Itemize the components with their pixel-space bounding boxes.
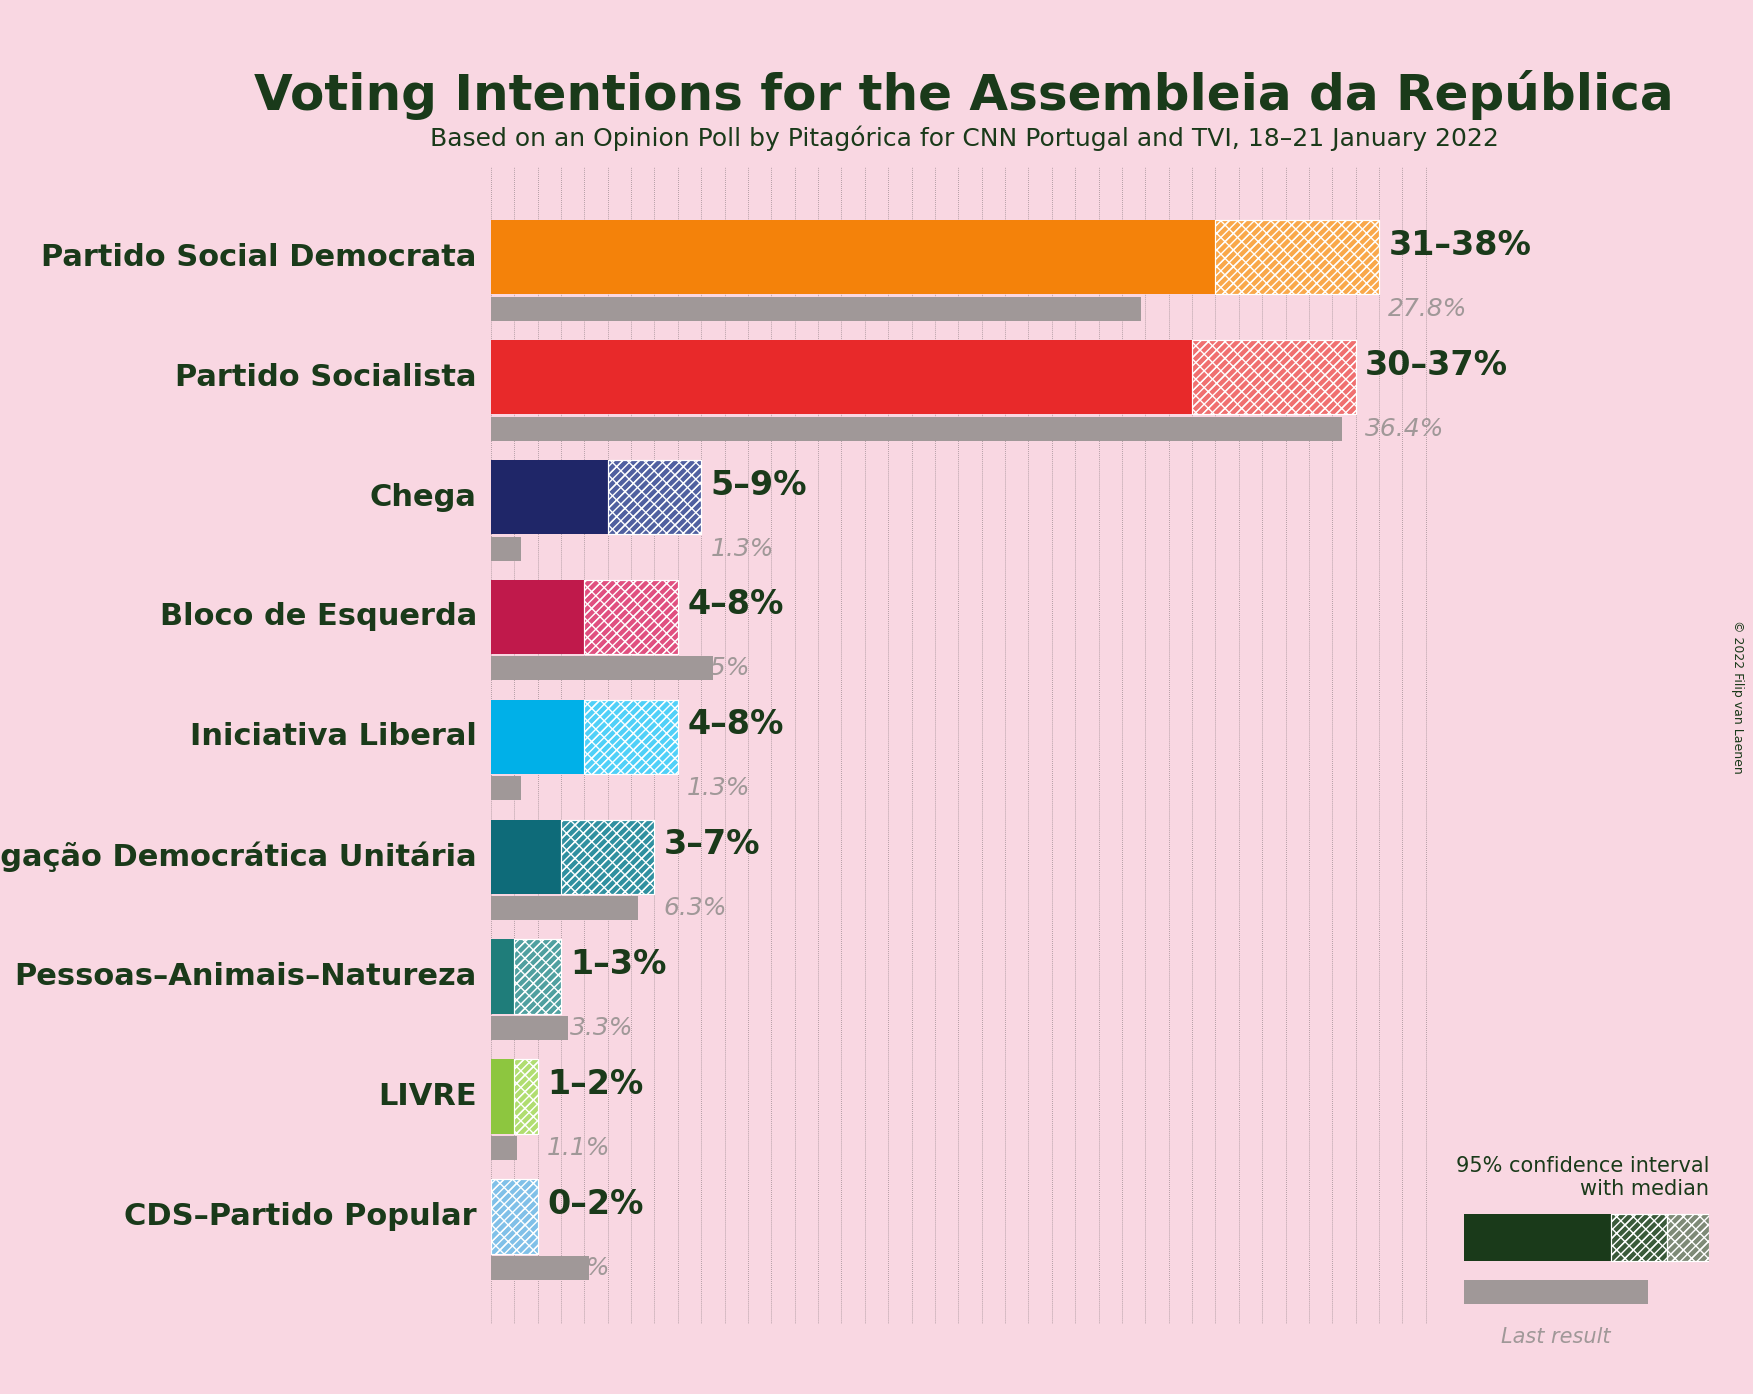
Bar [584, 700, 678, 774]
Bar [584, 700, 678, 774]
Text: 27.8%: 27.8% [1388, 297, 1467, 321]
Text: Coligação Democrática Unitária: Coligação Democrática Unitária [0, 842, 477, 871]
Text: Iniciativa Liberal: Iniciativa Liberal [189, 722, 477, 751]
Bar [491, 776, 521, 800]
Text: 1.3%: 1.3% [687, 776, 750, 800]
Text: 1–3%: 1–3% [570, 948, 666, 981]
Text: 6.3%: 6.3% [664, 896, 727, 920]
Bar [1192, 340, 1355, 414]
Bar [1611, 1214, 1667, 1260]
Text: LIVRE: LIVRE [379, 1082, 477, 1111]
Bar [514, 940, 561, 1013]
Bar [561, 820, 654, 894]
Bar [584, 700, 678, 774]
Text: 3.3%: 3.3% [570, 1016, 635, 1040]
Text: 3–7%: 3–7% [664, 828, 761, 861]
Text: CDS–Partido Popular: CDS–Partido Popular [124, 1202, 477, 1231]
Bar [491, 1016, 568, 1040]
Bar [1667, 1214, 1709, 1260]
Text: 31–38%: 31–38% [1388, 229, 1532, 262]
Text: Voting Intentions for the Assembleia da República: Voting Intentions for the Assembleia da … [254, 70, 1674, 120]
Bar [584, 580, 678, 654]
Bar [1192, 340, 1355, 414]
Text: 4–8%: 4–8% [687, 708, 784, 742]
Text: Partido Socialista: Partido Socialista [175, 362, 477, 392]
Bar [561, 820, 654, 894]
Bar [1215, 220, 1380, 294]
Text: 9.5%: 9.5% [687, 657, 750, 680]
Bar [491, 657, 713, 680]
Bar [491, 417, 1341, 441]
Bar [1215, 220, 1380, 294]
Bar [491, 1136, 517, 1160]
Bar [491, 220, 1215, 294]
Bar [514, 940, 561, 1013]
Bar [491, 700, 584, 774]
Bar [584, 580, 678, 654]
Bar [1611, 1214, 1667, 1260]
Bar [608, 460, 701, 534]
Bar [491, 896, 638, 920]
Bar [514, 1059, 538, 1133]
Bar [584, 580, 678, 654]
Bar [1464, 1214, 1611, 1260]
Text: 0–2%: 0–2% [547, 1188, 643, 1221]
Text: Chega: Chega [370, 482, 477, 512]
Text: 4.2%: 4.2% [547, 1256, 610, 1280]
Text: 4–8%: 4–8% [687, 588, 784, 622]
Bar [514, 1059, 538, 1133]
Bar [1611, 1214, 1667, 1260]
Bar [491, 820, 561, 894]
Bar [491, 537, 521, 560]
Bar [491, 940, 514, 1013]
Bar [1667, 1214, 1709, 1260]
Bar [1192, 340, 1355, 414]
Bar [514, 940, 561, 1013]
Text: 5–9%: 5–9% [710, 468, 806, 502]
Text: 1.3%: 1.3% [710, 537, 775, 560]
Bar [491, 340, 1192, 414]
Text: 1.1%: 1.1% [547, 1136, 610, 1160]
Text: Partido Social Democrata: Partido Social Democrata [42, 243, 477, 272]
Bar [491, 1179, 538, 1253]
Text: Bloco de Esquerda: Bloco de Esquerda [160, 602, 477, 631]
Bar [491, 460, 608, 534]
Bar [608, 460, 701, 534]
Bar [491, 580, 584, 654]
Bar [1215, 220, 1380, 294]
Bar [1667, 1214, 1709, 1260]
Text: 36.4%: 36.4% [1366, 417, 1444, 441]
Text: 30–37%: 30–37% [1366, 348, 1508, 382]
Text: Pessoas–Animais–Natureza: Pessoas–Animais–Natureza [14, 962, 477, 991]
Bar [491, 1179, 538, 1253]
Text: Based on an Opinion Poll by Pitagórica for CNN Portugal and TVI, 18–21 January 2: Based on an Opinion Poll by Pitagórica f… [429, 125, 1499, 151]
Bar [491, 1179, 538, 1253]
Bar [608, 460, 701, 534]
Bar [491, 297, 1141, 321]
Bar [491, 1256, 589, 1280]
Bar [561, 820, 654, 894]
Bar [491, 1059, 514, 1133]
Text: © 2022 Filip van Laenen: © 2022 Filip van Laenen [1732, 620, 1744, 774]
Bar [1464, 1280, 1648, 1303]
Text: 95% confidence interval
with median: 95% confidence interval with median [1455, 1156, 1709, 1199]
Text: Last result: Last result [1501, 1327, 1611, 1347]
Text: 1–2%: 1–2% [547, 1068, 643, 1101]
Bar [514, 1059, 538, 1133]
